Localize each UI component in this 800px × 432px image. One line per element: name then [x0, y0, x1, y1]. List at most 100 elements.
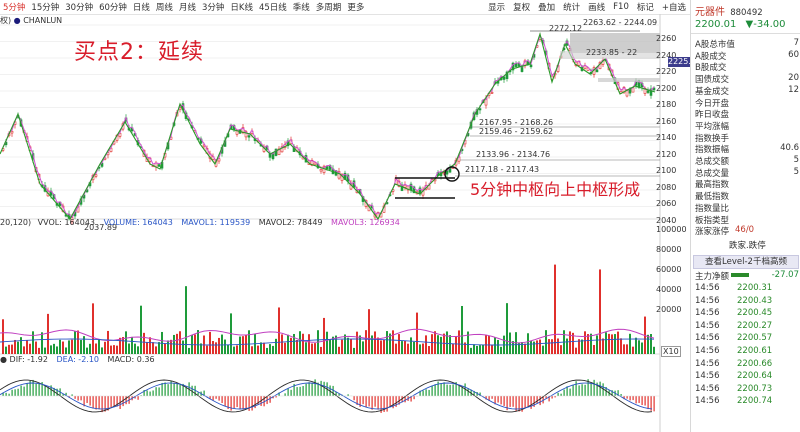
tab-3min[interactable]: 3分钟 — [201, 3, 225, 13]
macd-bar — [176, 382, 178, 396]
volume-bar — [425, 335, 427, 354]
volume-bar — [551, 339, 553, 354]
volume-bar — [287, 334, 289, 354]
macd-bar — [239, 396, 241, 409]
macd-bar — [170, 380, 172, 396]
macd-bar — [554, 396, 556, 398]
tab-45day[interactable]: 45日线 — [258, 3, 287, 13]
volume-bar — [590, 333, 592, 354]
display-button[interactable]: 显示 — [488, 3, 506, 13]
macd-bar — [146, 390, 148, 396]
volume-bar — [602, 338, 604, 354]
macd-bar — [491, 396, 493, 399]
volume-bar — [545, 330, 547, 354]
volume-bar — [131, 336, 133, 354]
tab-monthly[interactable]: 月线 — [178, 3, 196, 13]
macd-bar — [332, 385, 334, 396]
macd-bar — [29, 380, 31, 396]
tab-quarterly[interactable]: 季线 — [292, 3, 310, 13]
macd-bar — [434, 384, 436, 396]
macd-bar — [338, 393, 340, 396]
volume-bar — [527, 333, 529, 354]
macd-bar — [443, 382, 445, 396]
volume-bar — [209, 331, 211, 354]
volume-bar — [239, 336, 241, 354]
volume-bar — [359, 335, 361, 354]
level2-button[interactable]: 查看Level-2千档高频 — [693, 255, 799, 269]
price-axis-tick: 2100 — [656, 166, 677, 175]
tick-time: 14:56 — [695, 358, 720, 369]
add-watchlist-button[interactable]: +自选 — [661, 3, 686, 13]
volume-bar — [365, 330, 367, 354]
volume-bar — [323, 317, 325, 354]
macd-bar — [551, 396, 553, 399]
tab-multi-period[interactable]: 多周期 — [315, 3, 342, 13]
macd-bar — [86, 396, 88, 403]
stats-button[interactable]: 统计 — [563, 3, 581, 13]
quote-row-key: 总成交额 — [695, 157, 730, 167]
macd-bar — [71, 394, 73, 396]
tab-daily[interactable]: 日线 — [132, 3, 150, 13]
macd-bar — [104, 396, 106, 412]
quote-row-key: 最低指数 — [695, 192, 730, 203]
volume-bar — [158, 342, 160, 354]
volume-bar — [182, 340, 184, 354]
volume-bar — [155, 346, 157, 354]
adjust-button[interactable]: 复权 — [513, 3, 531, 13]
f10-button[interactable]: F10 — [613, 2, 629, 12]
volume-bar — [467, 331, 469, 354]
quote-row-key: 板指类型 — [695, 215, 730, 226]
volume-bar — [554, 264, 556, 354]
zone-label-1: 2233.85 - 22 — [586, 48, 638, 57]
macd-bar — [293, 383, 295, 396]
macd-bar — [299, 386, 301, 396]
macd-bar — [38, 383, 40, 396]
tab-5min[interactable]: 5分钟 — [3, 3, 26, 13]
quote-row: A股总市值 7 — [695, 38, 799, 50]
macd-bar — [644, 396, 646, 406]
zone-label-4: 2159.46 - 2159.62 — [479, 127, 554, 136]
macd-legend: ● DIF: -1.92 DEA: -2.10 MACD: 0.36 — [0, 355, 155, 364]
x10-badge[interactable]: X10 — [661, 346, 681, 357]
volume-bar — [605, 332, 607, 354]
volume-bar — [260, 342, 262, 354]
tab-15min[interactable]: 15分钟 — [31, 3, 60, 13]
volume-bar — [635, 337, 637, 354]
macd-bar — [620, 394, 622, 396]
overlay-button[interactable]: 叠加 — [538, 3, 556, 13]
volume-bar — [377, 337, 379, 354]
volume-bar — [227, 345, 229, 354]
tab-60min[interactable]: 60分钟 — [99, 3, 127, 13]
macd-bar — [35, 383, 37, 396]
tab-more[interactable]: 更多 — [347, 3, 365, 13]
tab-day-k[interactable]: 日K线 — [230, 3, 253, 13]
volume-axis-tick: 80000 — [656, 245, 682, 254]
macd-bar — [467, 388, 469, 396]
macd-bar — [182, 383, 184, 396]
volume-bar — [275, 338, 277, 354]
macd-bar — [605, 386, 607, 396]
volume-bar — [104, 341, 106, 354]
macd-bar — [353, 396, 355, 401]
main-flow-row: 主力净额 -27.07 — [695, 270, 799, 282]
volume-bar — [653, 346, 655, 354]
volume-bar — [332, 336, 334, 354]
low-price-label: 2037.89 — [84, 223, 118, 232]
macd-bar — [26, 383, 28, 396]
macd-bar — [461, 386, 463, 396]
kline-chart[interactable] — [0, 14, 690, 432]
volume-bar — [338, 346, 340, 354]
volume-bar — [224, 339, 226, 354]
tab-weekly[interactable]: 周线 — [155, 3, 173, 13]
volume-bar — [113, 345, 115, 354]
mark-button[interactable]: 标记 — [636, 3, 654, 13]
draw-button[interactable]: 画线 — [588, 3, 606, 13]
macd-bar — [368, 396, 370, 407]
tab-30min[interactable]: 30分钟 — [65, 3, 94, 13]
macd-bar — [440, 383, 442, 396]
quote-row-key: 总成交量 — [695, 168, 730, 179]
macd-bar — [41, 382, 43, 396]
candle — [412, 186, 416, 194]
macd-bar — [116, 396, 118, 407]
price-axis-tick: 2080 — [656, 182, 677, 192]
